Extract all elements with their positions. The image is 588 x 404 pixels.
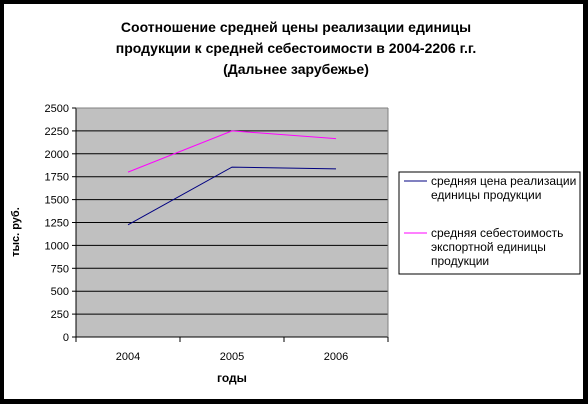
- chart-frame: Соотношение средней цены реализации един…: [4, 4, 583, 399]
- y-tick-label: 1000: [45, 240, 69, 252]
- legend-box: [398, 171, 581, 275]
- chart-title: Соотношение средней цены реализации един…: [116, 19, 477, 77]
- chart-title-line: продукции к средней себестоимости в 2004…: [116, 40, 477, 56]
- x-tick-label: 2005: [220, 351, 244, 363]
- x-tick-label: 2006: [324, 351, 348, 363]
- y-tick-label: 1750: [45, 172, 69, 184]
- legend-entry-label: средняя себестоимость: [431, 226, 563, 240]
- series-line-1: [127, 166, 337, 226]
- series-lines: [127, 130, 337, 226]
- y-axis-label: тыс. руб.: [10, 207, 22, 257]
- y-tick-label: 2000: [45, 149, 69, 161]
- x-axis-ticks: 2004 2005 2006: [75, 337, 389, 363]
- legend-entry-label: средняя цена реализации: [431, 174, 576, 188]
- x-axis-label: годы: [217, 371, 247, 385]
- y-axis-ticks: 0 250 500 750 1000 1250 1500 1750 2000 2250 2500: [45, 103, 76, 344]
- y-tick-label: 750: [51, 263, 69, 275]
- y-tick-label: 1500: [45, 195, 69, 207]
- axes: [75, 107, 389, 338]
- y-tick-label: 2250: [45, 126, 69, 138]
- y-tick-label: 500: [51, 286, 69, 298]
- y-tick-label: 2500: [45, 103, 69, 115]
- legend-entry-label: продукции: [431, 254, 489, 268]
- y-tick-label: 250: [51, 309, 69, 321]
- y-tick-label: 1250: [45, 218, 69, 230]
- chart: Соотношение средней цены реализации един…: [10, 19, 581, 385]
- series-line-2: [127, 130, 337, 173]
- x-tick-label: 2004: [116, 351, 140, 363]
- chart-title-line: (Дальнее зарубежье): [223, 61, 369, 77]
- legend-entry-label: экспортной единицы: [431, 240, 546, 254]
- legend-entry-label: единицы продукции: [431, 188, 541, 202]
- chart-title-line: Соотношение средней цены реализации един…: [121, 19, 471, 35]
- y-tick-label: 0: [63, 332, 69, 344]
